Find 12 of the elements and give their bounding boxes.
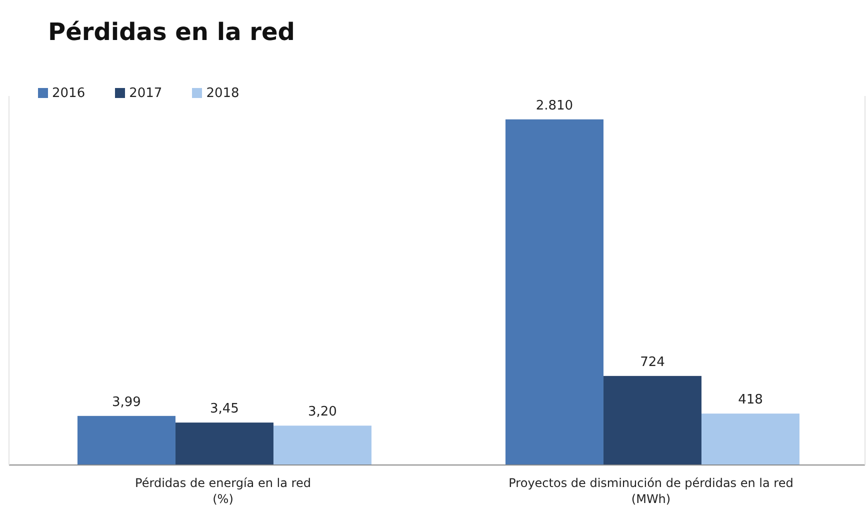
chart-title: Pérdidas en la red — [48, 18, 295, 46]
legend-label: 2018 — [206, 86, 240, 101]
data-label: 3,99 — [112, 394, 141, 410]
data-label: 2.810 — [536, 98, 574, 114]
legend-label: 2017 — [129, 86, 162, 101]
data-label: 418 — [738, 392, 763, 408]
x-tick-label: Proyectos de disminución de pérdidas en la red (MWh) — [508, 476, 794, 506]
data-label: 724 — [640, 354, 665, 370]
data-label: 3,45 — [210, 402, 239, 417]
legend-label: 2016 — [52, 86, 86, 101]
data-label: 3,20 — [308, 404, 337, 420]
x-tick-label: Pérdidas de energía en la red (%) — [135, 476, 311, 506]
